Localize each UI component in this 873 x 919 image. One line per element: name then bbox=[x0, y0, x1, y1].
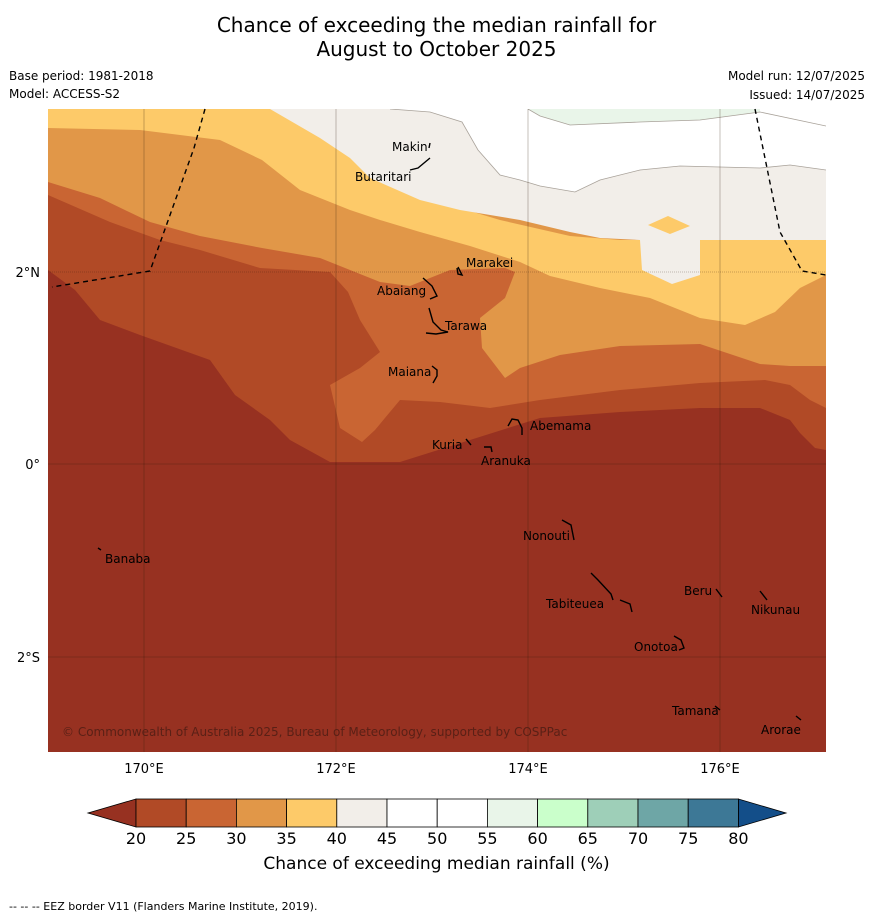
colorbar-label: Chance of exceeding median rainfall (%) bbox=[263, 854, 610, 874]
place-label-abaiang: Abaiang bbox=[377, 284, 426, 298]
colorbar-under-arrow bbox=[86, 798, 137, 828]
place-label-banaba: Banaba bbox=[105, 552, 151, 566]
colorbar-tick-label: 35 bbox=[276, 829, 296, 848]
colorbar-segment bbox=[185, 798, 237, 828]
place-label-butaritari: Butaritari bbox=[355, 170, 412, 184]
place-label-arorae: Arorae bbox=[761, 723, 801, 737]
place-label-tabiteuea: Tabiteuea bbox=[545, 597, 604, 611]
place-label-maiana: Maiana bbox=[388, 365, 431, 379]
colorbar-segment bbox=[587, 798, 639, 828]
island-outlines bbox=[97, 142, 802, 721]
issued-date: Issued: 14/07/2025 bbox=[749, 88, 865, 102]
colorbar-segment bbox=[537, 798, 589, 828]
band-35-40 bbox=[48, 109, 826, 325]
colorbar-segment bbox=[687, 798, 739, 828]
lon-label-170e: 170°E bbox=[124, 762, 164, 777]
colorbar-segment bbox=[336, 798, 388, 828]
colorbar-segment bbox=[235, 798, 287, 828]
place-label-kuria: Kuria bbox=[432, 438, 463, 452]
colorbar-tick-label: 80 bbox=[728, 829, 748, 848]
colorbar-tick-label: 60 bbox=[527, 829, 547, 848]
colorbar-tick-label: 40 bbox=[327, 829, 347, 848]
place-label-onotoa: Onotoa bbox=[634, 640, 678, 654]
colorbar: 20 25 30 35 40 45 50 55 60 65 70 75 80 bbox=[86, 798, 788, 848]
base-period: Base period: 1981-2018 bbox=[9, 69, 154, 83]
model-run-date: Model run: 12/07/2025 bbox=[727, 69, 865, 83]
map-fill-layer bbox=[48, 109, 826, 752]
place-label-marakei: Marakei bbox=[466, 256, 513, 270]
colorbar-segment bbox=[135, 798, 187, 828]
colorbar-tick-label: 75 bbox=[678, 829, 698, 848]
colorbar-tick-label: 70 bbox=[628, 829, 648, 848]
place-label-nonouti: Nonouti bbox=[523, 529, 570, 543]
colorbar-segment bbox=[286, 798, 338, 828]
place-label-abemama: Abemama bbox=[530, 419, 591, 433]
model-name: Model: ACCESS-S2 bbox=[9, 87, 121, 101]
colorbar-segment bbox=[436, 798, 488, 828]
place-label-nikunau: Nikunau bbox=[751, 603, 800, 617]
lon-label-176e: 176°E bbox=[700, 762, 740, 777]
lat-label-2n: 2°N bbox=[16, 266, 41, 281]
graticule bbox=[48, 109, 826, 752]
axis-labels: 170°E 172°E 174°E 176°E 2°N 0° 2°S bbox=[16, 266, 740, 777]
place-label-makin: Makin bbox=[392, 140, 428, 154]
lat-label-2s: 2°S bbox=[17, 651, 40, 666]
band-45-55 bbox=[390, 109, 826, 192]
colorbar-tick-label: 65 bbox=[578, 829, 598, 848]
colorbar-tick-label: 55 bbox=[477, 829, 497, 848]
copyright-notice: © Commonwealth of Australia 2025, Bureau… bbox=[62, 725, 567, 739]
eez-footnote: -- -- -- EEZ border V11 (Flanders Marine… bbox=[9, 900, 318, 913]
colorbar-tick-label: 30 bbox=[226, 829, 246, 848]
eez-border bbox=[51, 108, 827, 288]
title-line-1: Chance of exceeding the median rainfall … bbox=[216, 13, 657, 37]
colorbar-segment bbox=[386, 798, 438, 828]
band-55-60 bbox=[528, 109, 760, 125]
place-label-tarawa: Tarawa bbox=[444, 319, 487, 333]
colorbar-segment bbox=[637, 798, 689, 828]
colorbar-over-arrow bbox=[738, 798, 788, 828]
colorbar-tick-label: 50 bbox=[427, 829, 447, 848]
lat-label-0: 0° bbox=[25, 458, 40, 473]
contour-lines bbox=[389, 109, 826, 193]
title-line-2: August to October 2025 bbox=[316, 37, 557, 61]
lon-label-172e: 172°E bbox=[316, 762, 356, 777]
colorbar-tick-label: 20 bbox=[126, 829, 146, 848]
lon-label-174e: 174°E bbox=[508, 762, 548, 777]
colorbar-tick-label: 45 bbox=[377, 829, 397, 848]
colorbar-tick-label: 25 bbox=[176, 829, 196, 848]
place-label-tamana: Tamana bbox=[671, 704, 719, 718]
place-label-beru: Beru bbox=[684, 584, 712, 598]
place-label-aranuka: Aranuka bbox=[481, 454, 531, 468]
colorbar-segment bbox=[486, 798, 538, 828]
place-labels: Makin Butaritari Marakei Abaiang Tarawa … bbox=[105, 140, 801, 737]
band-35-40-patch bbox=[648, 216, 690, 234]
